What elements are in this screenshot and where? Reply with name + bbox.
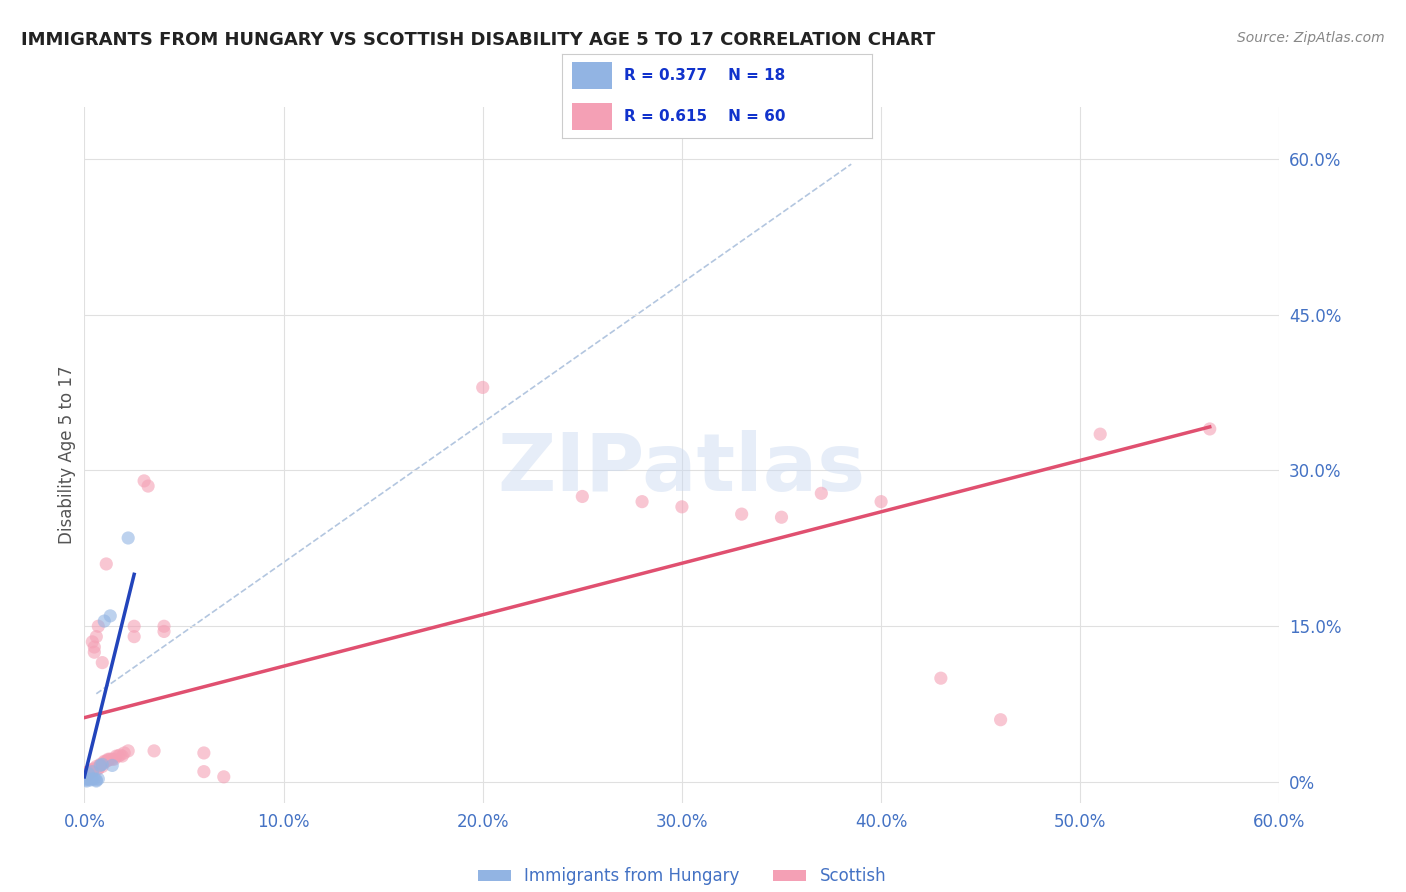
Bar: [572, 103, 612, 130]
Point: [83, 640, 105, 654]
Point: [117, 531, 139, 545]
Point: [101, 758, 124, 772]
Point: [91, 656, 114, 670]
Point: [136, 479, 159, 493]
Point: [631, 494, 654, 508]
Legend: Immigrants from Hungary, Scottish: Immigrants from Hungary, Scottish: [471, 861, 893, 892]
Point: [96, 754, 118, 768]
Bar: [572, 62, 612, 89]
Point: [101, 752, 124, 766]
Point: [77, 764, 100, 779]
Point: [770, 510, 793, 524]
Point: [87, 762, 110, 776]
Point: [122, 630, 145, 644]
Point: [117, 744, 139, 758]
Point: [82, 763, 104, 777]
Point: [89, 758, 111, 772]
Point: [75, 770, 97, 784]
Point: [110, 747, 132, 762]
Point: [87, 762, 110, 776]
Point: [86, 759, 108, 773]
Point: [929, 671, 952, 685]
Point: [77, 768, 100, 782]
Point: [77, 772, 100, 786]
Point: [111, 749, 134, 764]
Point: [990, 713, 1012, 727]
Point: [671, 500, 693, 514]
Text: ZIPatlas: ZIPatlas: [498, 430, 866, 508]
Point: [112, 746, 135, 760]
Point: [105, 749, 128, 764]
Text: R = 0.377    N = 18: R = 0.377 N = 18: [624, 68, 786, 83]
Point: [107, 749, 129, 764]
Point: [93, 754, 115, 768]
Point: [89, 757, 111, 772]
Point: [471, 380, 494, 394]
Point: [82, 772, 104, 786]
Point: [1088, 427, 1111, 442]
Text: R = 0.615    N = 60: R = 0.615 N = 60: [624, 109, 786, 124]
Point: [82, 764, 104, 779]
Point: [93, 614, 115, 628]
Point: [1198, 422, 1220, 436]
Point: [91, 757, 114, 772]
Point: [212, 770, 235, 784]
Point: [98, 752, 121, 766]
Point: [82, 635, 104, 649]
Point: [77, 766, 100, 780]
Point: [97, 753, 120, 767]
Point: [810, 486, 832, 500]
Point: [153, 619, 176, 633]
Point: [870, 494, 893, 508]
Point: [77, 764, 100, 779]
Point: [103, 752, 125, 766]
Point: [122, 619, 145, 633]
Point: [143, 744, 166, 758]
Point: [86, 772, 108, 787]
Text: Source: ZipAtlas.com: Source: ZipAtlas.com: [1237, 31, 1385, 45]
Point: [75, 772, 97, 786]
Point: [86, 774, 108, 789]
Point: [87, 619, 110, 633]
Point: [86, 630, 108, 644]
Point: [83, 645, 105, 659]
Point: [731, 507, 754, 521]
Text: IMMIGRANTS FROM HUNGARY VS SCOTTISH DISABILITY AGE 5 TO 17 CORRELATION CHART: IMMIGRANTS FROM HUNGARY VS SCOTTISH DISA…: [21, 31, 935, 49]
Point: [98, 608, 121, 623]
Point: [96, 557, 118, 571]
Point: [87, 772, 110, 786]
Point: [93, 756, 115, 770]
Point: [193, 764, 215, 779]
Point: [571, 490, 593, 504]
Point: [91, 759, 114, 773]
Point: [75, 772, 97, 787]
Point: [153, 624, 176, 639]
Point: [83, 762, 105, 776]
Point: [82, 764, 104, 779]
Point: [79, 764, 101, 779]
Point: [75, 766, 97, 780]
Point: [97, 752, 120, 766]
Point: [193, 746, 215, 760]
Y-axis label: Disability Age 5 to 17: Disability Age 5 to 17: [58, 366, 76, 544]
Point: [79, 772, 101, 787]
Point: [132, 474, 156, 488]
Point: [82, 764, 104, 778]
Point: [76, 774, 98, 789]
Point: [79, 765, 101, 780]
Point: [89, 758, 111, 772]
Point: [83, 772, 105, 786]
